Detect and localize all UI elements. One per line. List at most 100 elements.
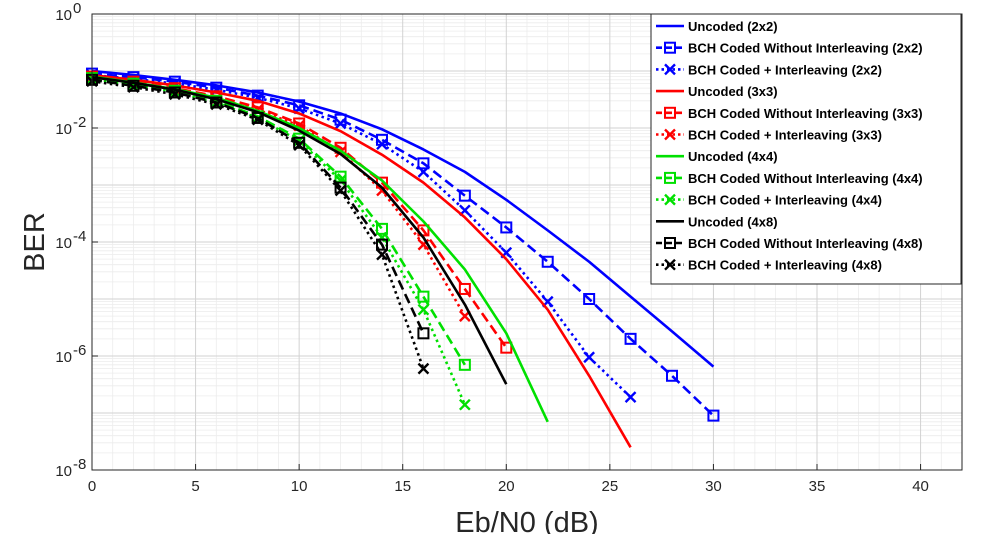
y-axis-label: BER	[19, 212, 51, 272]
series-line	[91, 80, 425, 370]
data-point	[624, 391, 637, 403]
data-point	[127, 81, 140, 94]
data-point	[500, 341, 513, 354]
y-tick-label: 10	[55, 7, 72, 24]
legend-label: BCH Coded + Interleaving (2x2)	[688, 62, 882, 77]
x-tick-label: 20	[498, 478, 515, 495]
legend-item: BCH Coded + Interleaving (3x3)	[656, 128, 882, 143]
data-point	[210, 98, 223, 111]
data-point	[417, 157, 430, 170]
series-line	[91, 73, 632, 399]
legend-label: Uncoded (4x8)	[688, 214, 778, 229]
series-line	[91, 78, 425, 334]
legend-marker	[664, 41, 676, 54]
legend-marker	[664, 258, 676, 271]
x-axis-ticks: 0 5 10 15 20 25 30 35 40	[88, 464, 929, 495]
x-tick-label: 0	[88, 478, 96, 495]
data-point	[417, 362, 430, 375]
series-line	[91, 69, 715, 368]
data-point	[417, 290, 430, 303]
x-tick-label: 25	[602, 478, 619, 495]
legend-item: Uncoded (4x8)	[656, 214, 778, 229]
data-point	[376, 184, 388, 197]
x-tick-label: 5	[191, 478, 199, 495]
legend-box	[650, 13, 962, 285]
data-point	[459, 398, 471, 411]
data-point	[417, 166, 430, 178]
data-point	[293, 99, 306, 112]
legend-item: BCH Coded Without Interleaving (2x2)	[656, 41, 923, 56]
legend-item: BCH Coded + Interleaving (2x2)	[656, 62, 882, 77]
legend-item: BCH Coded + Interleaving (4x8)	[656, 258, 882, 273]
x-tick-label: 40	[912, 478, 929, 495]
data-point	[458, 358, 471, 371]
series-1	[91, 69, 715, 368]
x-tick-label: 10	[291, 478, 308, 495]
data-point	[583, 351, 595, 364]
legend-label: Uncoded (3x3)	[688, 84, 778, 99]
y-tick-exponent: -6	[73, 342, 86, 359]
legend-item: BCH Coded + Interleaving (4x4)	[656, 193, 882, 208]
y-tick-label: 10	[55, 121, 72, 138]
y-tick-label: 10	[55, 349, 72, 366]
data-point	[417, 303, 430, 316]
legend-label: BCH Coded Without Interleaving (2x2)	[688, 41, 923, 56]
data-point	[624, 332, 637, 345]
legend-marker	[664, 237, 676, 249]
data-point	[376, 238, 388, 251]
y-tick-exponent: -4	[73, 228, 86, 245]
y-tick-exponent: -8	[73, 456, 86, 473]
series-10	[91, 75, 508, 385]
data-point	[458, 282, 471, 295]
legend-label: BCH Coded Without Interleaving (3x3)	[688, 106, 923, 121]
legend-item: Uncoded (3x3)	[656, 84, 778, 99]
legend-marker	[664, 63, 676, 76]
series-4	[91, 73, 632, 448]
legend-label: BCH Coded + Interleaving (4x8)	[688, 258, 882, 273]
data-point	[251, 111, 264, 124]
x-tick-label: 35	[809, 478, 826, 495]
y-tick-label: 10	[55, 235, 72, 252]
y-tick-exponent: -2	[73, 114, 86, 131]
legend-marker	[664, 193, 676, 206]
series-line	[91, 72, 715, 417]
data-point	[458, 189, 471, 202]
x-tick-label: 30	[705, 478, 722, 495]
data-point	[334, 184, 347, 197]
legend: Uncoded (2x2) BCH Coded Without Interleav…	[650, 13, 962, 285]
legend-label: BCH Coded Without Interleaving (4x8)	[688, 236, 923, 251]
legend-item: Uncoded (2x2)	[656, 19, 778, 34]
legend-marker	[664, 128, 676, 141]
legend-item: BCH Coded Without Interleaving (4x8)	[656, 236, 923, 251]
y-tick-label: 10	[55, 463, 72, 480]
legend-item: BCH Coded Without Interleaving (4x4)	[656, 171, 923, 186]
legend-marker	[664, 171, 676, 184]
legend-label: BCH Coded + Interleaving (4x4)	[688, 193, 882, 208]
legend-label: Uncoded (4x4)	[688, 149, 778, 164]
data-point	[666, 369, 678, 382]
data-point	[293, 136, 306, 149]
data-point	[541, 255, 554, 268]
legend-label: Uncoded (2x2)	[688, 19, 778, 34]
data-point	[169, 88, 181, 101]
legend-item: BCH Coded Without Interleaving (3x3)	[656, 106, 923, 121]
data-point	[376, 248, 388, 261]
data-point	[251, 113, 264, 126]
x-axis-label: Eb/N0 (dB)	[455, 507, 598, 534]
data-point	[293, 139, 305, 152]
data-point	[334, 117, 347, 130]
data-point	[417, 327, 430, 340]
data-point	[376, 138, 388, 151]
legend-item: Uncoded (4x4)	[656, 149, 778, 164]
series-line	[91, 75, 508, 385]
y-tick-exponent: 0	[73, 0, 81, 17]
legend-marker	[664, 106, 676, 119]
legend-label: BCH Coded Without Interleaving (4x4)	[688, 171, 923, 186]
data-point	[583, 293, 596, 305]
legend-label: BCH Coded + Interleaving (3x3)	[688, 128, 882, 143]
data-point	[500, 221, 513, 234]
series-layer	[86, 67, 720, 448]
data-point	[707, 409, 720, 422]
